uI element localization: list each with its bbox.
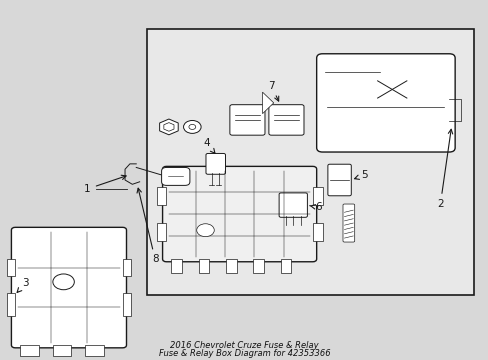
FancyBboxPatch shape [279, 193, 307, 217]
Polygon shape [163, 123, 174, 131]
Bar [6, 293, 15, 316]
Text: 3: 3 [17, 278, 29, 292]
Text: Fuse & Relay Box Diagram for 42353366: Fuse & Relay Box Diagram for 42353366 [159, 348, 329, 357]
Bar [312, 223, 322, 241]
FancyBboxPatch shape [342, 204, 354, 242]
Bar [225, 259, 236, 273]
FancyBboxPatch shape [162, 166, 316, 262]
Circle shape [183, 121, 201, 134]
Text: 2: 2 [436, 129, 452, 209]
Bar [20, 345, 39, 356]
FancyBboxPatch shape [268, 105, 304, 135]
Polygon shape [159, 119, 178, 135]
Bar [171, 259, 182, 273]
Polygon shape [262, 92, 273, 114]
FancyBboxPatch shape [11, 227, 126, 348]
Bar [122, 259, 131, 276]
Text: 2016 Chevrolet Cruze Fuse & Relay: 2016 Chevrolet Cruze Fuse & Relay [170, 341, 318, 350]
Text: 1: 1 [84, 175, 126, 194]
Circle shape [188, 125, 195, 130]
Bar [53, 345, 71, 356]
FancyBboxPatch shape [316, 54, 454, 152]
Bar [312, 187, 322, 205]
Circle shape [53, 274, 74, 290]
Text: 7: 7 [267, 81, 278, 101]
FancyBboxPatch shape [161, 167, 189, 185]
FancyBboxPatch shape [205, 153, 225, 174]
Bar [253, 259, 264, 273]
Bar [157, 223, 166, 241]
Bar [147, 30, 473, 295]
Bar [280, 259, 291, 273]
Bar [122, 293, 131, 316]
Text: 4: 4 [203, 138, 215, 153]
Text: 5: 5 [354, 170, 367, 180]
Bar [85, 345, 103, 356]
Bar [198, 259, 209, 273]
FancyBboxPatch shape [327, 164, 350, 196]
Bar [6, 259, 15, 276]
FancyBboxPatch shape [229, 105, 264, 135]
Bar [157, 187, 166, 205]
Circle shape [196, 224, 214, 237]
Text: 8: 8 [137, 188, 158, 265]
Text: 6: 6 [309, 202, 321, 212]
